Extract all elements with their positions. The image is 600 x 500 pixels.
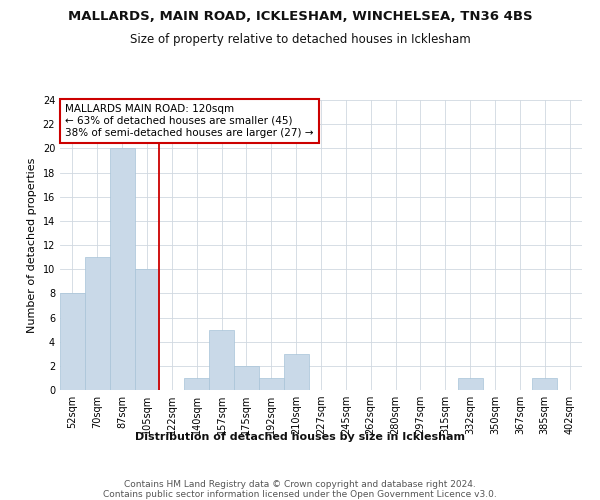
Bar (60, 294, 85, 390)
Bar (110, 148, 134, 390)
Text: MALLARDS, MAIN ROAD, ICKLESHAM, WINCHELSEA, TN36 4BS: MALLARDS, MAIN ROAD, ICKLESHAM, WINCHELS… (68, 10, 532, 23)
Y-axis label: Number of detached properties: Number of detached properties (27, 158, 37, 332)
Bar (259, 378, 284, 390)
Bar (184, 378, 209, 390)
Bar (85, 257, 110, 390)
Text: Size of property relative to detached houses in Icklesham: Size of property relative to detached ho… (130, 32, 470, 46)
Bar (134, 269, 160, 390)
Bar (234, 366, 259, 390)
Bar (284, 354, 308, 390)
Bar (209, 330, 234, 390)
Text: Contains HM Land Registry data © Crown copyright and database right 2024.
Contai: Contains HM Land Registry data © Crown c… (103, 480, 497, 500)
Bar (532, 378, 557, 390)
Bar (458, 378, 482, 390)
Text: Distribution of detached houses by size in Icklesham: Distribution of detached houses by size … (135, 432, 465, 442)
Text: MALLARDS MAIN ROAD: 120sqm
← 63% of detached houses are smaller (45)
38% of semi: MALLARDS MAIN ROAD: 120sqm ← 63% of deta… (65, 104, 314, 138)
